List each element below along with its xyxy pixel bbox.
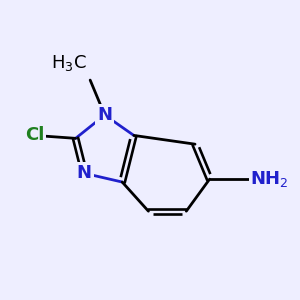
Text: N: N — [97, 106, 112, 124]
Text: Cl: Cl — [25, 126, 44, 144]
Text: NH$_2$: NH$_2$ — [250, 169, 289, 189]
Text: H$_3$C: H$_3$C — [52, 53, 87, 73]
Text: N: N — [77, 164, 92, 182]
